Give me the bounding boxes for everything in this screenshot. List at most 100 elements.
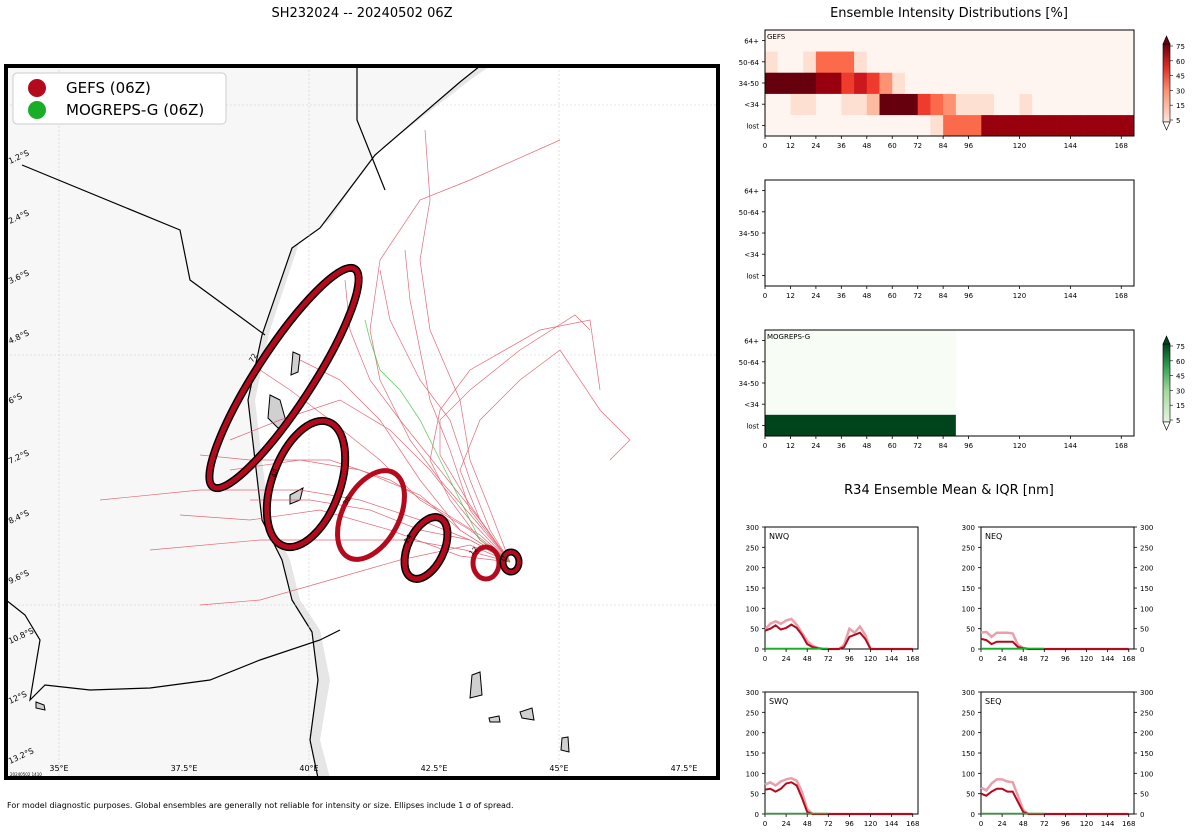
x-tick-label: 0 xyxy=(763,292,767,300)
colorbar-red xyxy=(1162,43,1171,123)
heatmap-cell xyxy=(981,114,995,137)
heatmap-cell xyxy=(955,51,969,73)
heatmap-cell xyxy=(790,51,804,73)
x-tick-label: 48 xyxy=(803,655,812,663)
x-tick-label: 84 xyxy=(939,292,948,300)
colorbar-extend-bottom xyxy=(1162,421,1171,431)
y-tick-label: 50 xyxy=(750,791,759,799)
heatmap-cell xyxy=(879,51,893,73)
heatmap-cell xyxy=(828,93,842,116)
heatmap-cell xyxy=(1057,51,1071,73)
uncertainty-ellipses xyxy=(205,263,523,583)
colorbar-extend-bottom xyxy=(1162,121,1171,131)
x-tick-label: 36 xyxy=(837,142,846,150)
x-tick-label: 120 xyxy=(1013,142,1026,150)
heatmap-cell xyxy=(917,114,931,137)
x-tick-label: 84 xyxy=(939,142,948,150)
y-tick-label-right: 150 xyxy=(1140,585,1153,593)
heatmap-cell xyxy=(943,114,957,137)
heatmap-cell xyxy=(841,93,855,116)
x-tick-label: 48 xyxy=(803,820,812,828)
heatmap-cell xyxy=(1032,114,1046,137)
y-tick-label: 300 xyxy=(746,689,759,697)
y-tick-label: 50 xyxy=(750,626,759,634)
ellipse-12h xyxy=(470,544,502,582)
heatmap-cell xyxy=(994,72,1008,94)
row-label: <34 xyxy=(744,101,759,109)
y-tick-label-right: 200 xyxy=(1140,565,1153,573)
heatmap-cell xyxy=(904,72,918,94)
heatmap-cell xyxy=(854,72,868,94)
heatmap-cell xyxy=(892,114,906,137)
x-tick-label: 24 xyxy=(811,142,820,150)
heatmap-cell xyxy=(1019,30,1033,52)
x-tick-label: 0 xyxy=(763,142,767,150)
x-tick-label: 168 xyxy=(1115,142,1128,150)
heatmap-cell xyxy=(841,30,855,52)
map-legend: GEFS (06Z) MOGREPS-G (06Z) xyxy=(12,72,227,125)
heatmap-cell xyxy=(1083,30,1097,52)
x-tick-label: 144 xyxy=(1101,655,1115,663)
y-tick-label: 150 xyxy=(746,750,759,758)
heatmap-cell xyxy=(1044,114,1058,137)
heatmap-cell xyxy=(981,93,995,116)
heatmap-cell xyxy=(790,72,804,94)
heatmap-cell xyxy=(930,114,944,137)
y-tick-label: 300 xyxy=(962,689,975,697)
heatmap-cell xyxy=(1006,72,1020,94)
map-frame xyxy=(4,64,720,780)
heatmap-cell xyxy=(943,51,957,73)
heatmap-cell xyxy=(828,51,842,73)
heatmap-cell xyxy=(955,72,969,94)
heatmap-cell xyxy=(1121,51,1135,73)
heatmap-cell xyxy=(1019,51,1033,73)
r34-panel-swq: SWQ 0 50 100 150 200 250 300 0 24 48 72 96 120 144 168 xyxy=(746,689,920,828)
y-tick-label-right: 0 xyxy=(1140,811,1144,819)
heatmap-cell xyxy=(828,30,842,52)
heatmap-cell xyxy=(1006,30,1020,52)
border-line xyxy=(6,599,341,702)
row-label: 64+ xyxy=(744,188,759,196)
y-tick-label: 150 xyxy=(962,750,975,758)
heatmap-cell xyxy=(1121,114,1135,137)
x-tick-label: 144 xyxy=(1064,142,1078,150)
heatmap-cell xyxy=(803,93,817,116)
x-tick-label: 72 xyxy=(1040,820,1049,828)
heatmap-cell xyxy=(765,93,779,116)
island-comoros xyxy=(519,707,535,721)
x-tick-label: 12 xyxy=(786,142,795,150)
panel-label: MOGREPS-G xyxy=(767,333,810,341)
y-tick-label: 0 xyxy=(755,811,759,819)
heatmap-cell xyxy=(854,30,868,52)
heatmap-cell xyxy=(1108,114,1122,137)
x-tick-label: 144 xyxy=(1101,820,1115,828)
heatmap-cell xyxy=(981,30,995,52)
y-tick-label-right: 50 xyxy=(1140,626,1149,634)
heatmap-cell xyxy=(1070,72,1084,94)
legend-marker-gefs xyxy=(28,79,46,97)
x-tick-label: 120 xyxy=(1080,655,1093,663)
heatmap-cell xyxy=(994,51,1008,73)
row-label: 34-50 xyxy=(739,380,759,388)
heatmap-cell xyxy=(892,30,906,52)
heatmap-cell xyxy=(841,114,855,137)
heatmap-cell xyxy=(866,114,880,137)
y-tick-label: 300 xyxy=(746,524,759,532)
row-label: 50-64 xyxy=(739,359,760,367)
island-comoros xyxy=(488,715,501,723)
heatmap-cell xyxy=(917,51,931,73)
x-tick-label: 96 xyxy=(964,442,973,450)
ellipse-label: 48 xyxy=(270,468,281,479)
x-tick-label: 24 xyxy=(782,820,791,828)
x-tick-label: 120 xyxy=(864,655,877,663)
lon-label: 42.5°E xyxy=(421,764,448,773)
heatmap-cell xyxy=(765,51,779,73)
ellipse-label: 0 xyxy=(499,554,508,563)
heatmap-cell xyxy=(777,51,791,73)
colorbar-extend-top xyxy=(1162,35,1171,45)
y-tick-label-right: 100 xyxy=(1140,770,1153,778)
ellipse-36h xyxy=(335,468,407,562)
